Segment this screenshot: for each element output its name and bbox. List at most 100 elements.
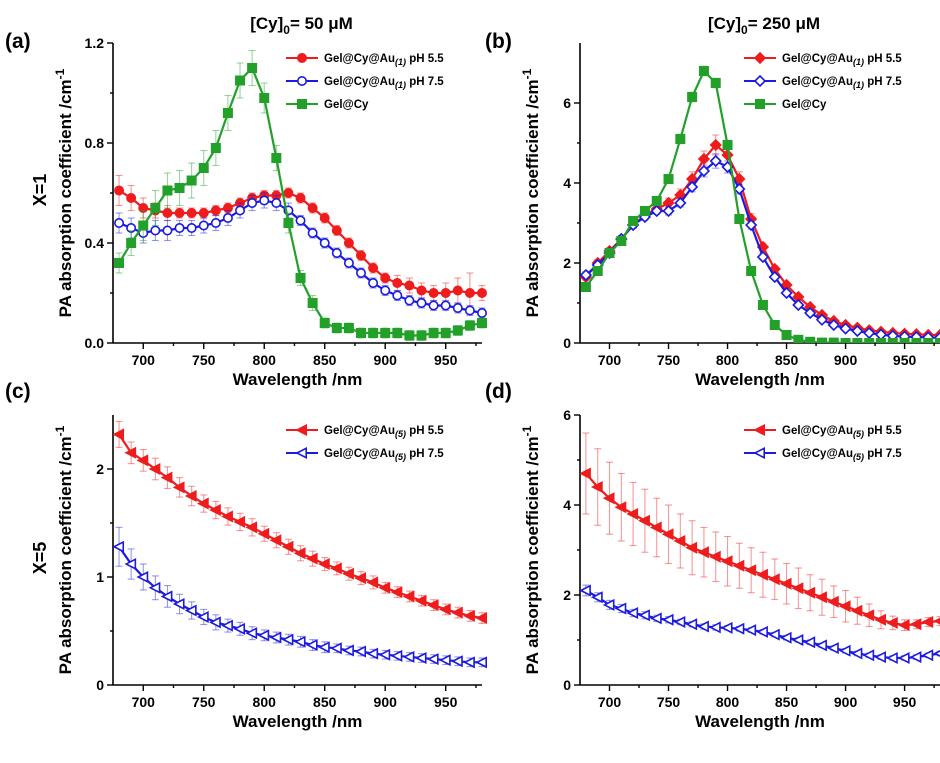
x-tick-label: 850: [313, 694, 337, 710]
data-point: [281, 633, 294, 646]
data-point: [626, 507, 639, 521]
data-point: [404, 280, 415, 291]
x-axis-label: Wavelength /nm: [695, 370, 825, 389]
data-point: [590, 591, 603, 604]
data-point: [259, 195, 270, 206]
data-point: [851, 324, 864, 338]
data-point: [319, 238, 330, 249]
x-tick-label: 850: [313, 352, 337, 368]
data-point: [933, 650, 940, 657]
x-tick-label: 850: [775, 352, 799, 368]
x-tick-label: 850: [775, 694, 799, 710]
data-point: [815, 313, 829, 326]
x-tick-label: 950: [434, 694, 458, 710]
data-point: [293, 547, 306, 560]
data-point: [184, 604, 197, 617]
data-point: [768, 270, 781, 284]
data-point: [850, 647, 863, 660]
x-tick-label: 800: [253, 352, 277, 368]
data-point: [174, 208, 185, 219]
data-point: [650, 204, 663, 218]
y-tick-label: 0: [563, 335, 571, 351]
legend-marker: [295, 446, 308, 460]
data-point: [475, 656, 488, 669]
data-point: [580, 467, 591, 480]
series-layer: [580, 65, 940, 343]
data-point: [172, 481, 185, 494]
data-point: [850, 604, 863, 617]
data-point: [815, 639, 827, 652]
data-point: [233, 515, 246, 528]
data-point: [356, 267, 367, 278]
data-point: [160, 471, 173, 484]
data-point: [392, 277, 403, 288]
data-point: [209, 616, 221, 629]
data-point: [580, 584, 591, 597]
data-point: [160, 590, 173, 603]
panel-letter: (d): [485, 380, 512, 403]
legend-marker: [754, 99, 765, 110]
data-point: [756, 250, 770, 264]
data-point: [342, 644, 354, 657]
legend-label: Gel@Cy@Au(1) pH 7.5: [324, 76, 444, 90]
y-tick-label: 6: [563, 407, 571, 423]
data-point: [638, 609, 650, 622]
data-point: [221, 619, 233, 632]
data-point: [428, 327, 439, 338]
data-point: [113, 540, 125, 553]
data-point: [722, 140, 733, 151]
data-point: [746, 265, 757, 276]
data-point: [675, 134, 686, 145]
data-point: [378, 648, 391, 661]
data-point: [222, 108, 233, 119]
data-point: [827, 318, 840, 332]
data-point: [779, 631, 792, 644]
x-tick-label: 800: [716, 694, 740, 710]
data-point: [186, 175, 197, 186]
series-line: [585, 589, 940, 660]
data-point: [476, 317, 487, 328]
data-point: [404, 330, 415, 341]
data-point: [862, 649, 875, 662]
legend-marker: [753, 74, 767, 88]
panel-title: [Cy]0= 250 μM: [708, 14, 820, 37]
x-tick-label: 800: [716, 352, 740, 368]
panel-letter: (a): [5, 30, 31, 53]
data-point: [259, 93, 270, 104]
data-point: [745, 218, 758, 232]
data-point: [923, 337, 934, 343]
legend-marker: [753, 446, 766, 460]
data-point: [602, 492, 615, 505]
data-point: [614, 602, 627, 615]
data-point: [331, 225, 342, 236]
series-line: [118, 433, 483, 620]
data-point: [331, 322, 342, 333]
y-tick-label: 2: [563, 587, 571, 603]
data-point: [126, 238, 137, 249]
data-point: [209, 504, 221, 517]
data-point: [114, 257, 125, 268]
data-point: [198, 163, 209, 174]
data-point: [247, 198, 258, 209]
data-point: [792, 298, 805, 312]
data-point: [330, 642, 342, 655]
data-point: [222, 213, 233, 224]
data-point: [402, 650, 415, 663]
data-point: [162, 208, 173, 219]
data-point: [366, 576, 379, 589]
data-point: [580, 268, 593, 282]
legend-label: Gel@Cy@Au(5) pH 7.5: [782, 448, 902, 462]
data-point: [307, 297, 318, 308]
data-point: [805, 336, 816, 343]
data-point: [638, 514, 650, 527]
series-2: [580, 584, 940, 665]
y-axis-label: PA absorption coefficient /cm-1: [53, 68, 75, 317]
data-point: [235, 75, 246, 86]
data-point: [791, 633, 804, 647]
series-2: [113, 526, 488, 669]
data-point: [150, 203, 161, 214]
data-point: [720, 621, 733, 634]
data-point: [451, 655, 463, 668]
data-point: [604, 248, 615, 259]
